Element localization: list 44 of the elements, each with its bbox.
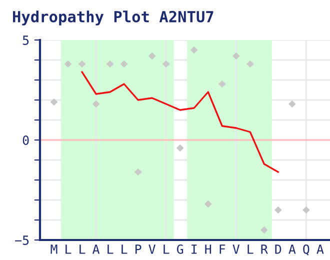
x-tick-label: V (148, 244, 156, 254)
point (274, 206, 282, 214)
point (120, 60, 128, 68)
point (148, 52, 156, 60)
x-tick-label: A (288, 244, 296, 254)
x-tick-label: G (176, 244, 184, 254)
x-tick-label: Q (303, 244, 310, 256)
x-tick-label: L (164, 244, 170, 254)
x-tick-label: L (66, 244, 72, 254)
point (302, 206, 310, 214)
point (260, 226, 268, 234)
x-tick-label: V (232, 244, 240, 254)
x-tick-label: D (275, 244, 282, 254)
x-tick-label: R (261, 244, 268, 254)
x-tick-label: L (108, 244, 114, 254)
point (162, 60, 170, 68)
point (92, 100, 100, 108)
point (218, 80, 226, 88)
chart-title: Hydropathy Plot A2NTU7 (13, 10, 214, 26)
x-tick-label: M (50, 244, 58, 254)
x-tick-label: L (80, 244, 86, 254)
point (204, 200, 212, 208)
x-tick-label: F (220, 244, 226, 254)
x-tick-label: L (122, 244, 128, 254)
point (106, 60, 114, 68)
y-tick-label: 0 (22, 136, 29, 145)
x-tick-label: I (192, 244, 197, 254)
x-tick-label: A (316, 244, 324, 254)
x-tick-label: H (205, 244, 212, 254)
x-tick-label: L (248, 244, 254, 254)
line-series (81, 71, 279, 173)
point (232, 52, 240, 60)
point (190, 46, 198, 54)
point (50, 98, 58, 106)
point (78, 60, 86, 68)
point (288, 100, 296, 108)
x-tick-label: P (136, 244, 142, 254)
y-tick-label: −5 (15, 236, 29, 245)
point (176, 144, 184, 152)
point (134, 168, 142, 176)
x-tick-label: A (92, 244, 100, 254)
point (246, 60, 254, 68)
y-tick-label: 5 (22, 36, 29, 45)
point (64, 60, 72, 68)
